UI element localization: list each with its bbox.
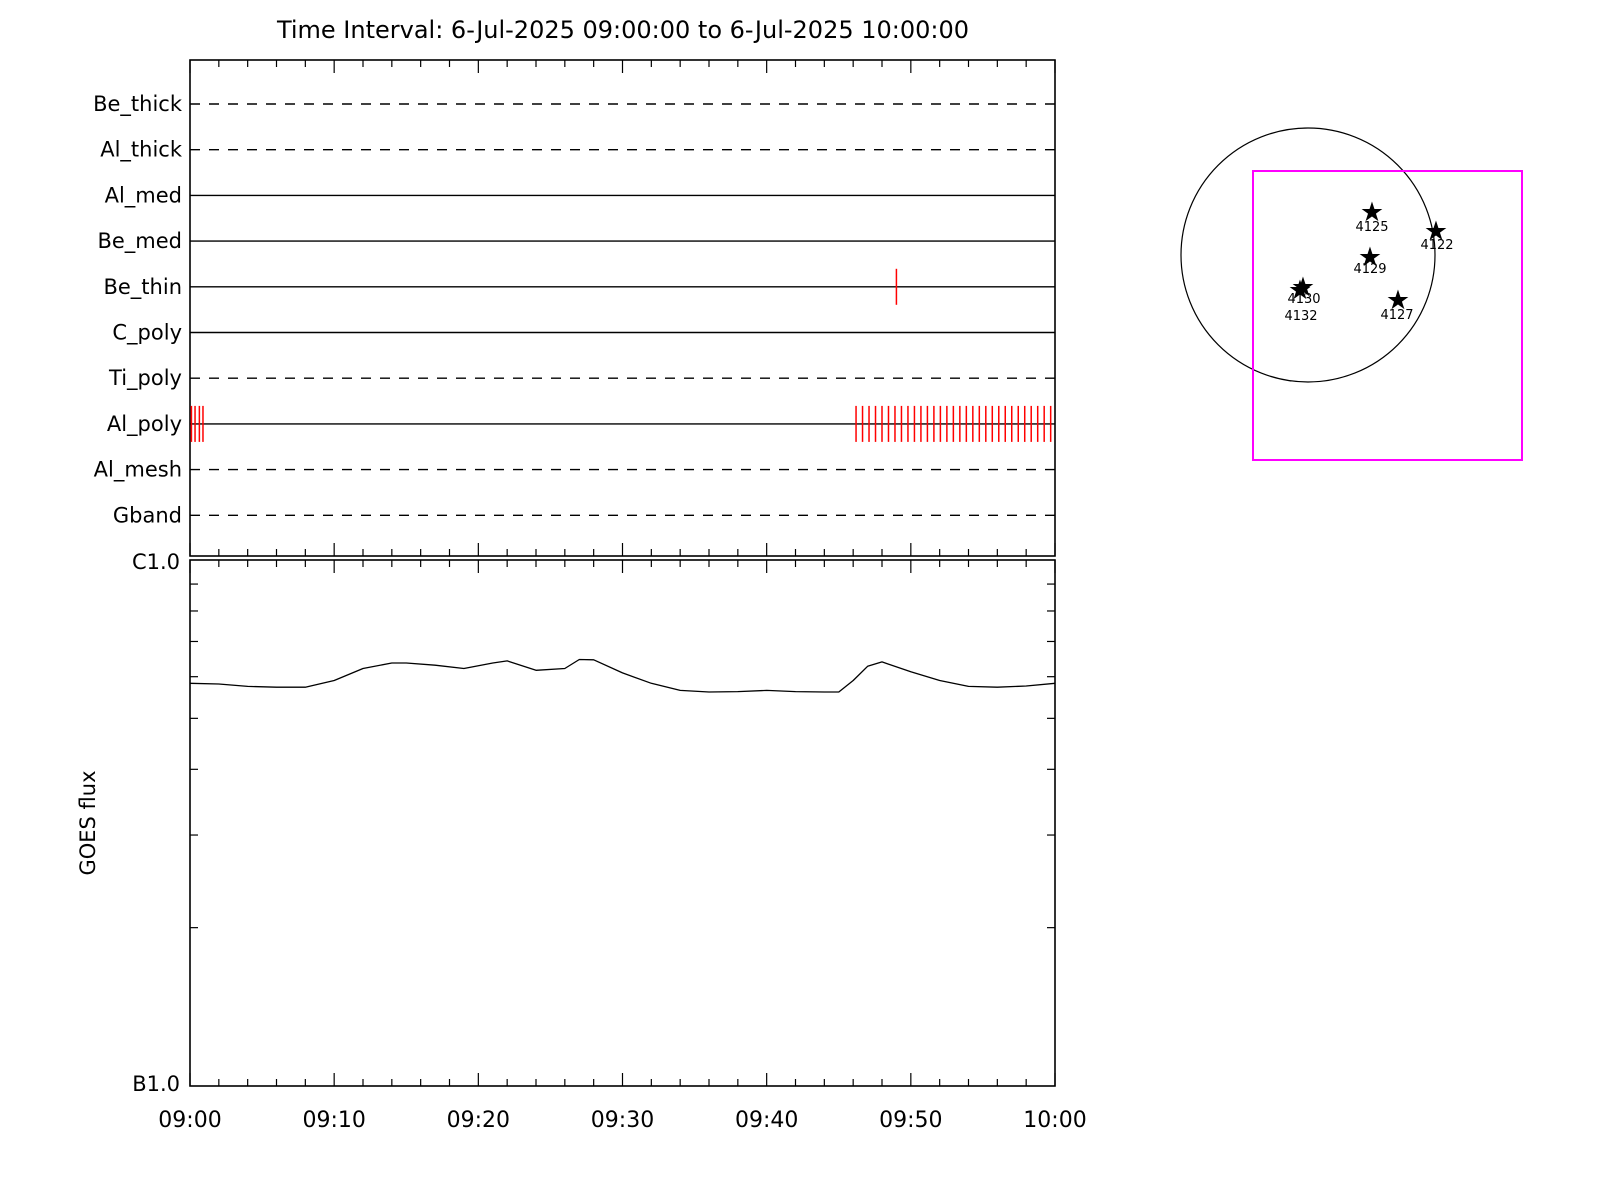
active-region-label: 4132 [1284, 309, 1317, 324]
filter-timeline-panel: Be_thick Al_thick Al_med Be_med Be_thin C_pol… [93, 59, 1056, 557]
x-tick-label: 10:00 [1023, 1108, 1086, 1133]
x-tick-label: 09:50 [879, 1108, 942, 1133]
goes-flux-curve [189, 658, 1056, 693]
filter-panel-border [189, 59, 1056, 557]
filter-row-label: Be_thick [93, 92, 183, 117]
filter-row-label: Al_thick [100, 138, 183, 163]
x-tick-label: 09:30 [591, 1108, 654, 1133]
active-region-star: ★ [1360, 197, 1384, 228]
filter-row-label: Al_med [105, 183, 182, 208]
active-region-label: 4127 [1380, 308, 1413, 323]
active-region-star: ★ [1288, 275, 1312, 306]
active-region-label: 4122 [1420, 238, 1453, 253]
solar-disk-map: ★4125 ★4122★4129★4130★4132★4127 [1180, 127, 1523, 461]
goes-panel-border [189, 559, 1056, 1087]
filter-row-label: Be_thin [103, 275, 182, 300]
x-tick-label: 09:20 [447, 1108, 510, 1133]
filter-row-label: Al_poly [107, 412, 182, 437]
x-tick-label: 09:00 [158, 1108, 221, 1133]
fov-rectangle [1252, 170, 1523, 461]
filter-row-label: Be_med [97, 229, 182, 254]
active-region-star: ★ [1424, 216, 1448, 247]
x-tick-label: 09:40 [735, 1108, 798, 1133]
active-region-label: 4125 [1355, 220, 1388, 235]
active-region-label: 4129 [1353, 262, 1386, 277]
solar-limb-circle [1180, 127, 1436, 383]
filter-row-label: Gband [113, 503, 182, 527]
filter-row-label: Ti_poly [108, 366, 182, 391]
goes-y-axis-title: GOES flux [76, 770, 100, 875]
x-tick-label: 09:10 [302, 1108, 365, 1133]
active-region-label: 4130 [1287, 292, 1320, 307]
active-region-star: ★ [1358, 242, 1382, 273]
active-region-star: ★ [1291, 272, 1315, 303]
goes-ymax-label: C1.0 [132, 550, 180, 574]
figure-title: Time Interval: 6-Jul-2025 09:00:00 to 6-… [276, 16, 970, 44]
active-region-star: ★ [1386, 285, 1410, 316]
filter-row-label: Al_mesh [94, 458, 182, 483]
goes-ymin-label: B1.0 [132, 1072, 180, 1096]
filter-row-label: C_poly [112, 321, 182, 346]
goes-flux-panel: C1.0 B1.0 GOES flux 09:00 09:10 09:20 09:30 09:… [76, 550, 1087, 1133]
